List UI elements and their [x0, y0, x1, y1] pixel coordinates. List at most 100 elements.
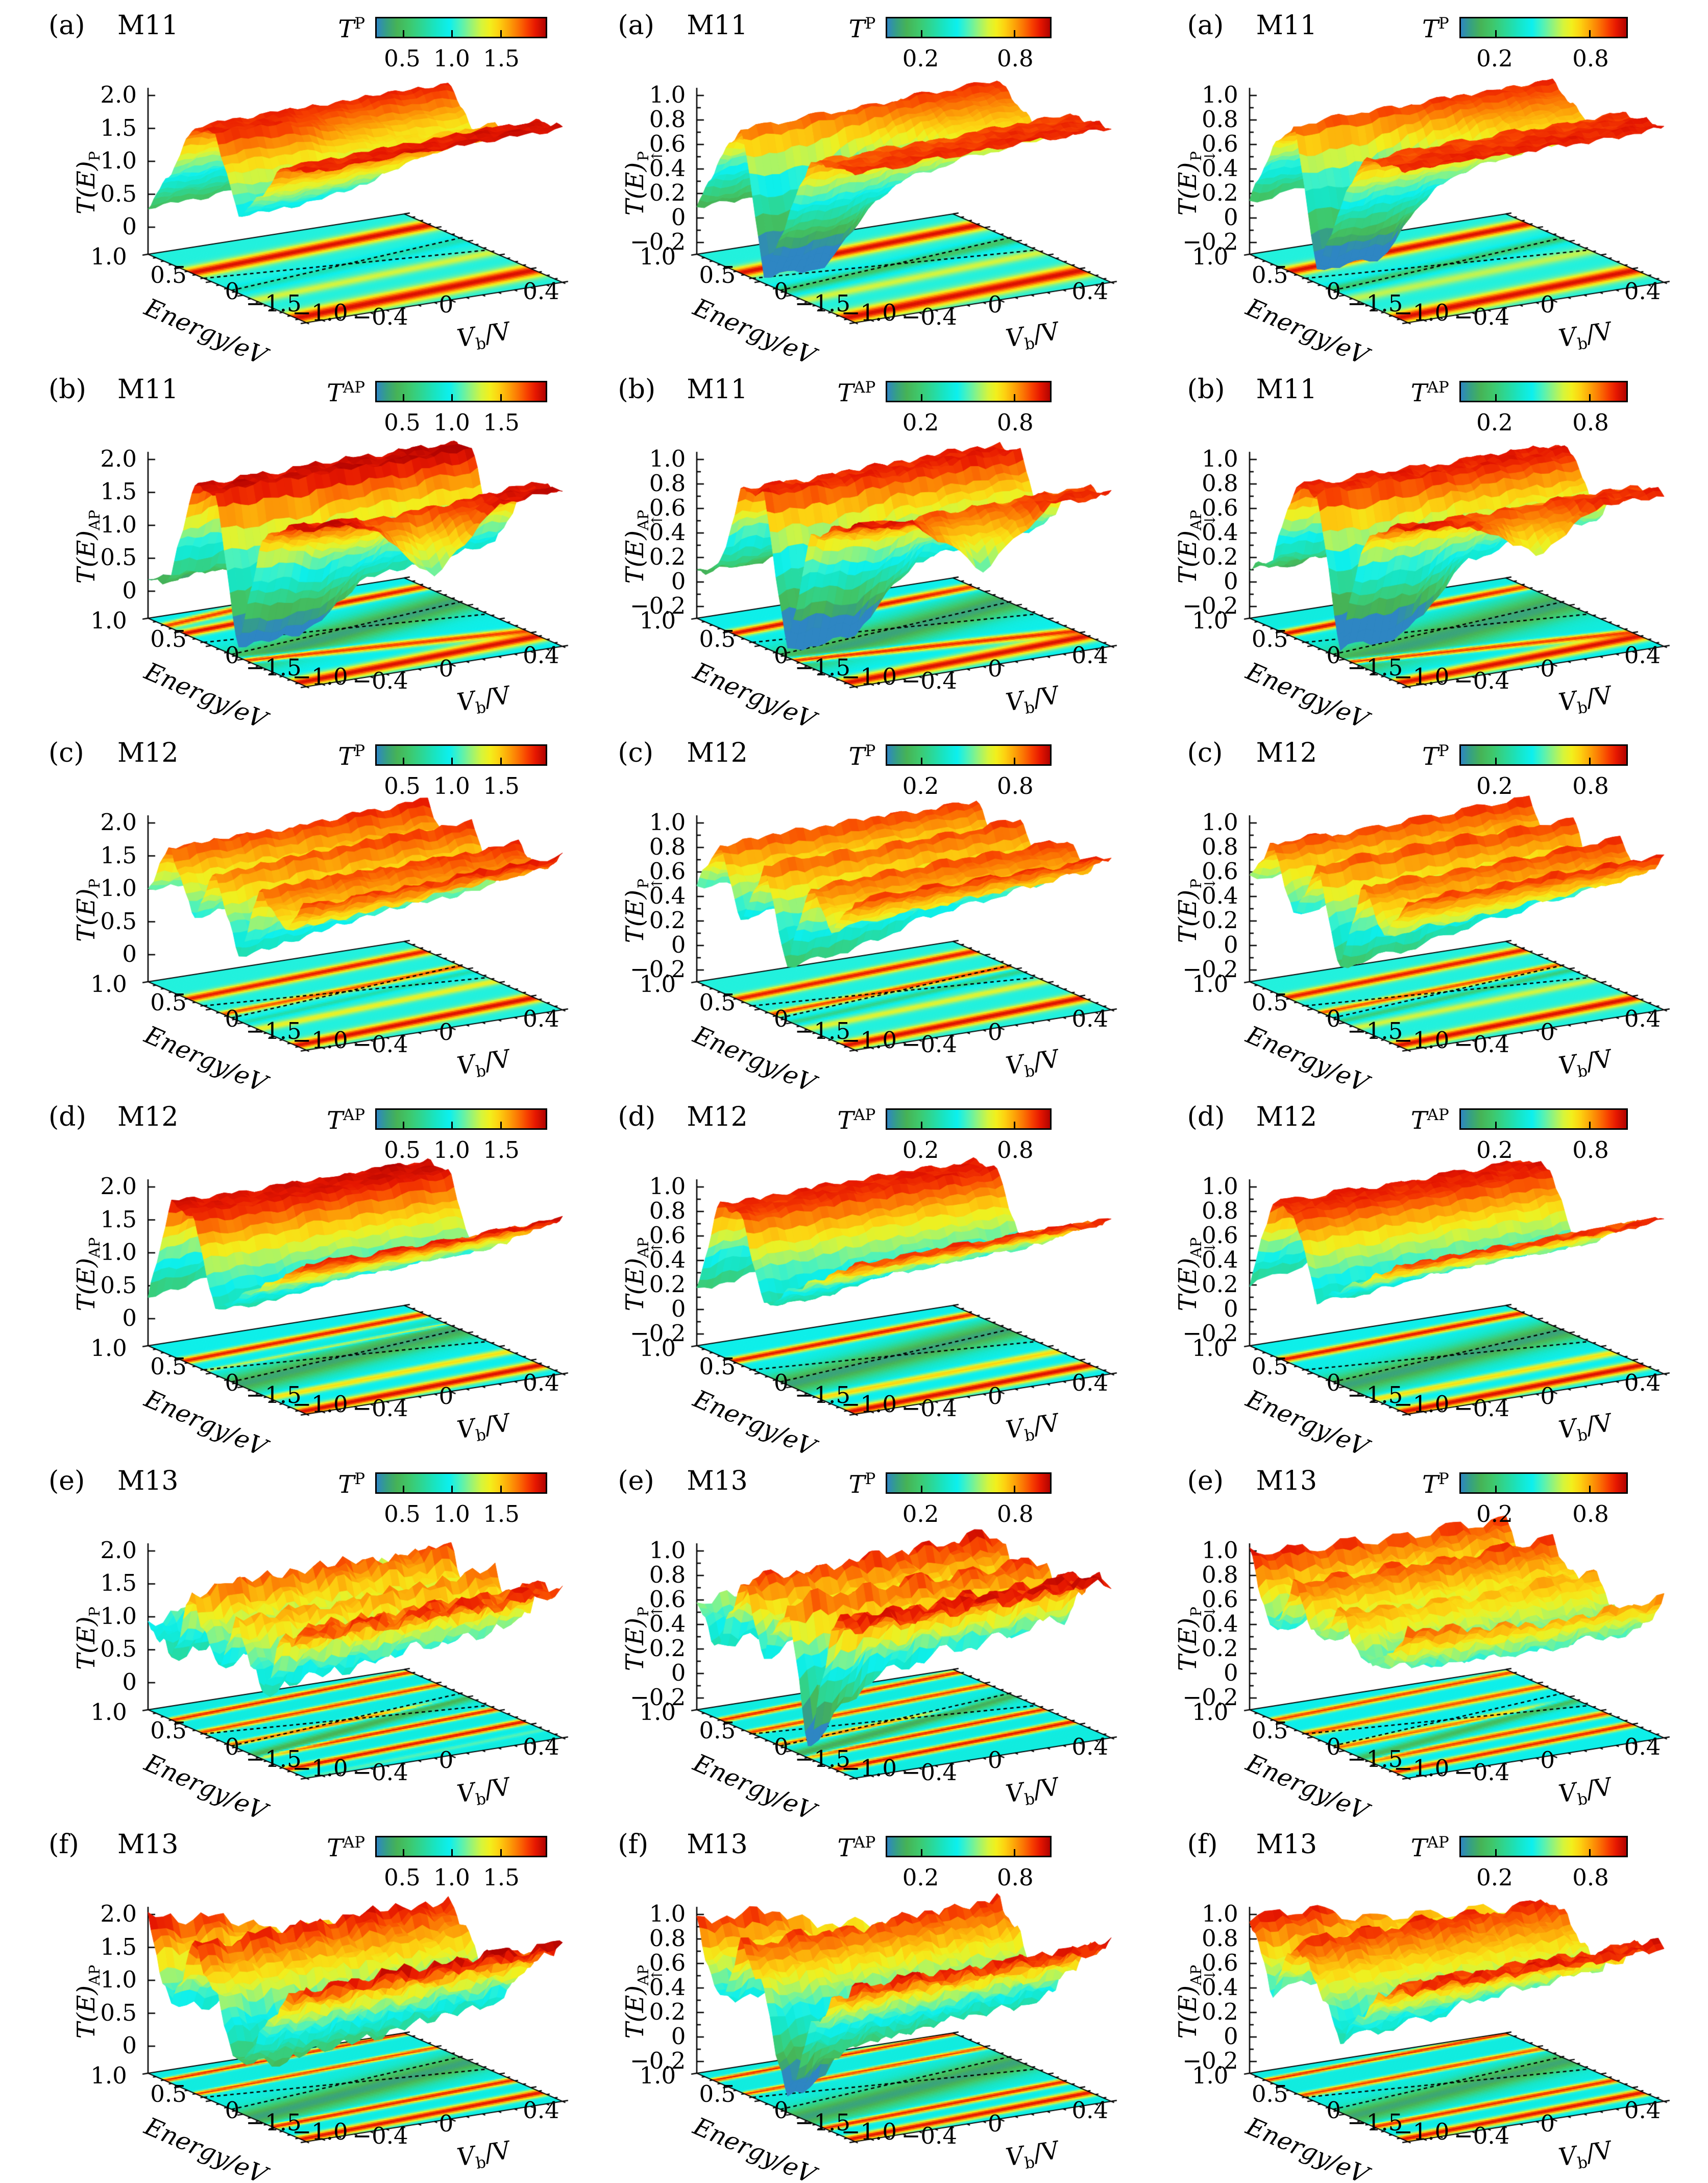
colorbar-tick-label: 0.5 [384, 45, 421, 72]
bias-tick-label: 0 [988, 2110, 1003, 2138]
z-tick-label: 1.0 [649, 1173, 686, 1200]
surface-panel: (a) M11 TP 0.2 0.8 T(E) P ↓ 1.0 0.8 0.6 0.4 0.2… [1138, 0, 1708, 371]
bias-axis-symbol: V [1556, 1777, 1578, 1809]
bias-axis-unit: /V [1031, 1408, 1062, 1441]
panel-molecule-label: M12 [1256, 1102, 1317, 1132]
bias-tick-label: 0.4 [1624, 1733, 1661, 1760]
colorbar-tick-mark [1589, 30, 1591, 37]
panel-molecule-label: M13 [1256, 1829, 1317, 1860]
colorbar [886, 380, 1052, 402]
energy-tick-label: 1.0 [639, 607, 676, 634]
colorbar-tick-mark [921, 1485, 923, 1492]
energy-tick-label: −1.5 [1347, 1381, 1403, 1409]
bias-tick-label: 0 [438, 1746, 454, 1774]
energy-tick-label: 0 [225, 641, 240, 669]
z-tick-label: 0 [122, 1304, 137, 1331]
colorbar-tick-mark [1495, 30, 1497, 37]
energy-tick-label: −1.5 [246, 1745, 302, 1773]
energy-tick-label: 0.5 [699, 625, 736, 652]
z-tick-label: 1.0 [100, 1966, 137, 1994]
colorbar-tick-label: 0.2 [1476, 1136, 1513, 1163]
z-tick-label: 0.6 [649, 858, 686, 885]
bias-tick-label: 0.4 [1624, 641, 1661, 669]
energy-tick-label: 0.5 [1251, 1353, 1288, 1380]
bias-tick-label: 0 [988, 1018, 1003, 1046]
energy-tick-label: −1.0 [1394, 663, 1450, 690]
colorbar-tick-label: 0.8 [1572, 1864, 1609, 1891]
panel-index-label: (a) [1187, 10, 1224, 41]
colorbar [375, 1472, 547, 1494]
colorbar-tick-mark [921, 758, 923, 765]
panel-index-label: (b) [48, 374, 86, 405]
z-tick-label: 1.0 [1202, 1900, 1238, 1928]
panel-index-label: (f) [1187, 1829, 1218, 1860]
z-tick-label: 0.4 [649, 155, 686, 182]
panel-index-label: (f) [618, 1829, 649, 1860]
colorbar-title-symbol: T [1422, 742, 1438, 771]
energy-tick-label: 0.5 [699, 989, 736, 1016]
bias-axis-symbol: V [1556, 2141, 1578, 2172]
colorbar-tick-mark [402, 1485, 404, 1492]
colorbar-tick-label: 1.5 [483, 45, 520, 72]
energy-tick-label: 0 [225, 2097, 240, 2124]
z-tick-label: 1.0 [1202, 81, 1238, 108]
bias-tick-label: 0.4 [1071, 1005, 1109, 1033]
z-tick-label: 1.0 [1202, 809, 1238, 836]
energy-tick-label: 1.0 [639, 1698, 676, 1726]
surface-plot-canvas [0, 363, 570, 728]
panel-index-label: (d) [618, 1102, 656, 1132]
bias-tick-label: −0.4 [1454, 1031, 1510, 1058]
z-tick-label: 1.5 [100, 1569, 137, 1597]
panel-molecule-label: M13 [117, 1465, 179, 1496]
z-tick-label: 1.0 [1202, 1536, 1238, 1564]
z-tick-label: 0 [1224, 1659, 1238, 1686]
energy-tick-label: −1.5 [1347, 1017, 1403, 1045]
colorbar-tick-mark [402, 1122, 404, 1128]
colorbar-title: TP [1324, 1470, 1449, 1499]
surface-panel: (f) M13 TAP 0.2 0.8 T(E) AP ↑ 1.0 0.8 0.6 0.4 0… [569, 1819, 1139, 2183]
colorbar [375, 1108, 547, 1130]
bias-tick-label: 0 [1540, 1746, 1555, 1774]
bias-tick-label: 0.4 [523, 1005, 559, 1033]
energy-tick-label: 0 [1326, 1369, 1341, 1396]
bias-axis-unit: /V [1031, 2136, 1062, 2168]
energy-tick-label: 1.0 [90, 607, 127, 634]
colorbar-tick-label: 0.5 [384, 1864, 421, 1891]
panel-index-label: (c) [48, 738, 84, 769]
energy-tick-label: 1.0 [1191, 971, 1229, 998]
colorbar-title: TP [240, 742, 365, 771]
z-tick-label: 2.0 [100, 1536, 137, 1564]
colorbar-tick-label: 0.8 [1572, 45, 1609, 72]
bias-axis-unit: /V [1583, 317, 1614, 349]
bias-axis-unit: /V [1583, 1408, 1614, 1441]
z-tick-label: 0.8 [649, 833, 686, 861]
colorbar-title: TAP [240, 1106, 365, 1135]
z-tick-label: 0.2 [649, 543, 686, 570]
z-tick-label: 0.8 [1202, 106, 1238, 133]
panel-index-label: (c) [618, 738, 654, 769]
z-tick-label: 0 [122, 940, 137, 968]
bias-tick-label: 0.4 [1071, 278, 1109, 305]
panel-molecule-label: M12 [117, 738, 179, 769]
colorbar [375, 1836, 547, 1858]
energy-tick-label: 0.5 [1251, 1716, 1288, 1744]
bias-tick-label: 0.4 [1624, 1369, 1661, 1396]
surface-plot-canvas [1138, 0, 1708, 364]
z-tick-label: 0.5 [100, 1999, 137, 2026]
colorbar-title: TAP [750, 378, 875, 407]
z-tick-label: 0.2 [649, 179, 686, 206]
bias-tick-label: 0 [438, 654, 454, 682]
bias-tick-label: 0 [988, 291, 1003, 318]
panel-index-label: (e) [48, 1465, 85, 1496]
colorbar-tick-mark [1014, 30, 1016, 37]
z-tick-label: 0.4 [1202, 518, 1238, 546]
colorbar-tick-mark [921, 30, 923, 37]
colorbar-tick-label: 0.2 [1476, 1500, 1513, 1527]
colorbar-tick-mark [1589, 1485, 1591, 1492]
panel-molecule-label: M11 [117, 10, 179, 41]
colorbar-tick-mark [402, 758, 404, 765]
bias-tick-label: 0 [438, 2110, 454, 2138]
z-tick-label: 0.6 [1202, 1949, 1238, 1977]
z-tick-label: −0.2 [1182, 956, 1238, 983]
